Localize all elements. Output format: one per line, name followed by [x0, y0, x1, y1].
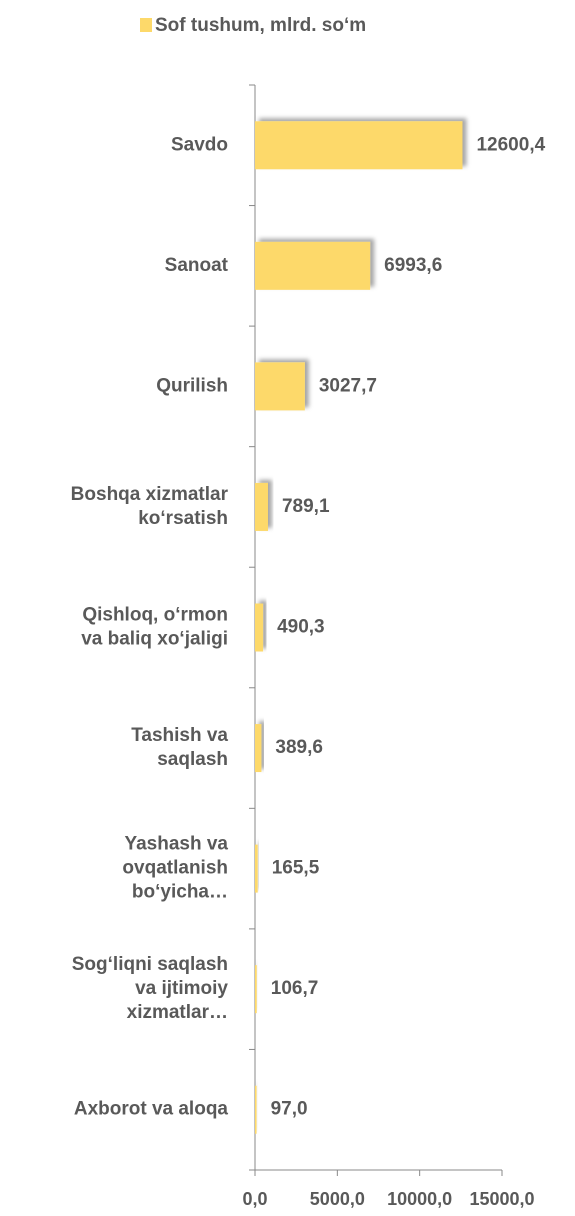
x-tick-label: 5000,0: [310, 1189, 365, 1209]
category-label: Tashish va saqlash: [131, 725, 228, 770]
value-label: 12600,4: [476, 134, 545, 155]
legend-swatch: [140, 18, 152, 32]
legend-label: Sof tushum, mlrd. so‘m: [155, 15, 366, 36]
x-tick-label: 10000,0: [387, 1189, 452, 1209]
category-label: Yashash va ovqatlanish bo‘yicha…: [122, 834, 228, 903]
value-label: 490,3: [277, 617, 325, 638]
bar: [255, 965, 257, 1014]
bar: [255, 844, 258, 893]
bar: [255, 362, 305, 411]
x-tick-label: 0,0: [242, 1189, 267, 1209]
bar: [255, 482, 268, 531]
bar: [255, 121, 463, 170]
value-label: 106,7: [271, 978, 319, 999]
category-label: Boshqa xizmatlar ko‘rsatish: [71, 484, 229, 529]
bar: [255, 1085, 257, 1134]
x-tick-label: 15000,0: [469, 1189, 534, 1209]
category-label: Sog‘liqni saqlash va ijtimoiy xizmatlar…: [72, 954, 229, 1023]
bar: [255, 603, 264, 652]
category-label: Savdo: [171, 134, 228, 155]
category-label: Sanoat: [165, 255, 229, 276]
category-label: Axborot va aloqa: [74, 1099, 229, 1120]
value-label: 389,6: [275, 737, 323, 758]
value-label: 3027,7: [319, 375, 377, 396]
bar: [255, 241, 371, 290]
value-label: 6993,6: [384, 255, 442, 276]
category-label: Qishloq, o‘rmon va baliq xo‘jaligi: [81, 605, 228, 650]
value-label: 789,1: [282, 496, 330, 517]
bar: [255, 724, 262, 773]
value-label: 97,0: [271, 1099, 308, 1120]
category-label: Qurilish: [156, 375, 228, 396]
value-label: 165,5: [272, 858, 320, 879]
